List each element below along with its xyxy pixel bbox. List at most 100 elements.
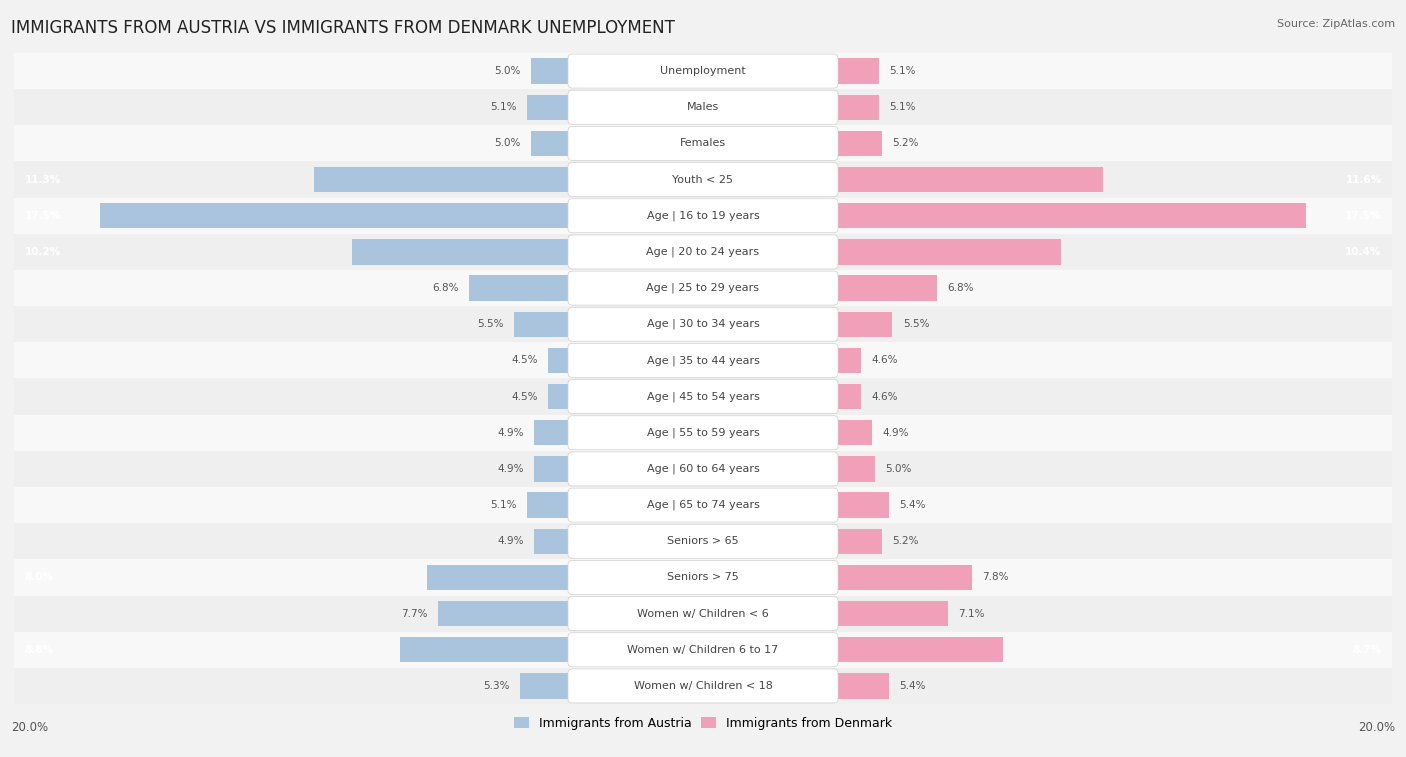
Text: Unemployment: Unemployment: [661, 66, 745, 76]
FancyBboxPatch shape: [568, 560, 838, 594]
Bar: [527, 95, 703, 120]
Bar: [513, 312, 703, 337]
Bar: [14, 342, 1392, 378]
Text: 8.8%: 8.8%: [24, 645, 53, 655]
Text: 11.6%: 11.6%: [1346, 175, 1382, 185]
Text: 5.1%: 5.1%: [889, 102, 915, 112]
Text: 5.0%: 5.0%: [494, 139, 520, 148]
Text: Seniors > 75: Seniors > 75: [666, 572, 740, 582]
Bar: [703, 420, 872, 445]
Bar: [14, 596, 1392, 631]
Text: Females: Females: [681, 139, 725, 148]
Text: Age | 65 to 74 years: Age | 65 to 74 years: [647, 500, 759, 510]
Bar: [14, 668, 1392, 704]
Text: 8.7%: 8.7%: [1353, 645, 1382, 655]
Text: 20.0%: 20.0%: [1358, 721, 1395, 734]
Bar: [14, 270, 1392, 306]
Text: Women w/ Children < 6: Women w/ Children < 6: [637, 609, 769, 618]
FancyBboxPatch shape: [568, 416, 838, 450]
Text: 4.6%: 4.6%: [872, 356, 898, 366]
Bar: [703, 384, 862, 410]
Text: 5.4%: 5.4%: [900, 500, 925, 510]
Bar: [534, 528, 703, 554]
Bar: [427, 565, 703, 590]
Bar: [703, 58, 879, 84]
Bar: [703, 673, 889, 699]
FancyBboxPatch shape: [568, 379, 838, 413]
FancyBboxPatch shape: [568, 633, 838, 667]
Text: Seniors > 65: Seniors > 65: [668, 536, 738, 547]
FancyBboxPatch shape: [568, 307, 838, 341]
Text: 5.1%: 5.1%: [491, 500, 517, 510]
Bar: [703, 276, 938, 301]
Text: Age | 35 to 44 years: Age | 35 to 44 years: [647, 355, 759, 366]
Bar: [703, 131, 882, 156]
Text: 5.2%: 5.2%: [893, 536, 920, 547]
Text: Age | 45 to 54 years: Age | 45 to 54 years: [647, 391, 759, 402]
Bar: [14, 53, 1392, 89]
FancyBboxPatch shape: [568, 163, 838, 197]
Bar: [437, 601, 703, 626]
Text: 5.2%: 5.2%: [893, 139, 920, 148]
Text: 4.6%: 4.6%: [872, 391, 898, 401]
FancyBboxPatch shape: [568, 525, 838, 558]
Text: 20.0%: 20.0%: [11, 721, 48, 734]
FancyBboxPatch shape: [568, 488, 838, 522]
Text: 7.7%: 7.7%: [401, 609, 427, 618]
Bar: [520, 673, 703, 699]
Text: 5.5%: 5.5%: [903, 319, 929, 329]
Text: 5.4%: 5.4%: [900, 681, 925, 691]
FancyBboxPatch shape: [568, 344, 838, 378]
Text: 5.5%: 5.5%: [477, 319, 503, 329]
Bar: [548, 384, 703, 410]
Bar: [703, 456, 875, 481]
Text: 4.9%: 4.9%: [882, 428, 908, 438]
Bar: [703, 637, 1002, 662]
Text: 4.9%: 4.9%: [498, 536, 524, 547]
Text: 4.9%: 4.9%: [498, 464, 524, 474]
Bar: [14, 234, 1392, 270]
Text: 5.3%: 5.3%: [484, 681, 510, 691]
Bar: [531, 58, 703, 84]
Text: 7.1%: 7.1%: [957, 609, 984, 618]
FancyBboxPatch shape: [568, 126, 838, 160]
Bar: [703, 239, 1062, 264]
Text: Males: Males: [688, 102, 718, 112]
Text: Youth < 25: Youth < 25: [672, 175, 734, 185]
Bar: [548, 347, 703, 373]
Text: Age | 30 to 34 years: Age | 30 to 34 years: [647, 319, 759, 329]
Bar: [468, 276, 703, 301]
Text: 17.5%: 17.5%: [24, 210, 60, 221]
Text: 5.0%: 5.0%: [494, 66, 520, 76]
Text: 5.0%: 5.0%: [886, 464, 912, 474]
Text: 10.4%: 10.4%: [1346, 247, 1382, 257]
Bar: [14, 161, 1392, 198]
Bar: [14, 378, 1392, 415]
Text: 10.2%: 10.2%: [24, 247, 60, 257]
Text: Age | 60 to 64 years: Age | 60 to 64 years: [647, 464, 759, 474]
Bar: [527, 492, 703, 518]
FancyBboxPatch shape: [568, 235, 838, 269]
FancyBboxPatch shape: [568, 199, 838, 232]
Bar: [703, 565, 972, 590]
Bar: [14, 631, 1392, 668]
Text: Source: ZipAtlas.com: Source: ZipAtlas.com: [1277, 19, 1395, 29]
Bar: [531, 131, 703, 156]
Text: 17.5%: 17.5%: [1346, 210, 1382, 221]
Bar: [14, 306, 1392, 342]
Bar: [703, 347, 862, 373]
Bar: [314, 167, 703, 192]
Bar: [703, 203, 1306, 229]
Text: Women w/ Children 6 to 17: Women w/ Children 6 to 17: [627, 645, 779, 655]
Text: 11.3%: 11.3%: [24, 175, 60, 185]
Text: 8.0%: 8.0%: [24, 572, 53, 582]
Bar: [352, 239, 703, 264]
Bar: [14, 415, 1392, 451]
Bar: [14, 89, 1392, 126]
Text: IMMIGRANTS FROM AUSTRIA VS IMMIGRANTS FROM DENMARK UNEMPLOYMENT: IMMIGRANTS FROM AUSTRIA VS IMMIGRANTS FR…: [11, 19, 675, 37]
Bar: [100, 203, 703, 229]
Bar: [14, 559, 1392, 596]
Bar: [703, 528, 882, 554]
Legend: Immigrants from Austria, Immigrants from Denmark: Immigrants from Austria, Immigrants from…: [510, 713, 896, 734]
Bar: [14, 451, 1392, 487]
